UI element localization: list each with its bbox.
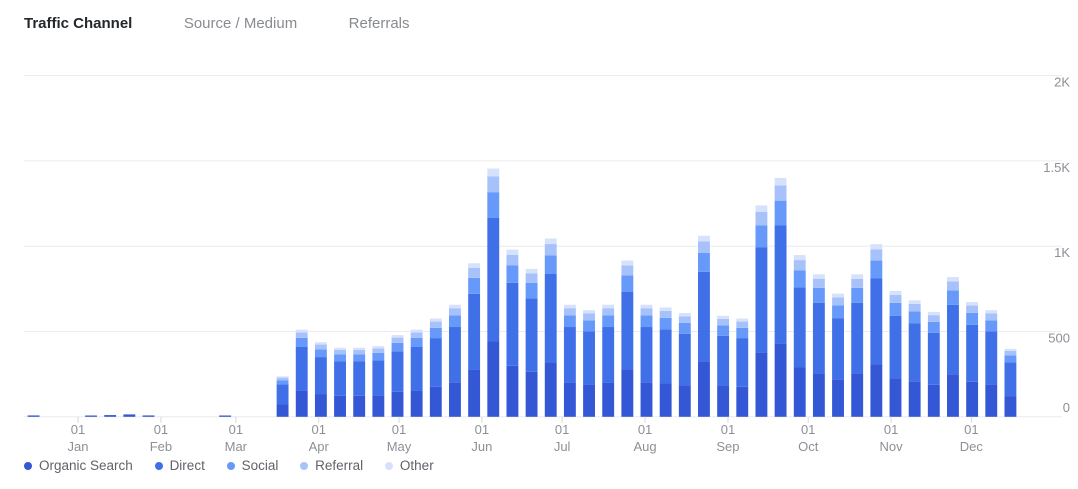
- svg-text:1K: 1K: [1054, 245, 1070, 260]
- svg-text:500: 500: [1048, 331, 1070, 346]
- svg-text:2K: 2K: [1054, 75, 1070, 90]
- svg-text:0: 0: [1063, 400, 1070, 415]
- svg-text:Dec: Dec: [960, 439, 984, 454]
- svg-text:Jan: Jan: [68, 439, 89, 454]
- svg-text:Feb: Feb: [150, 439, 172, 454]
- svg-text:Jul: Jul: [554, 439, 571, 454]
- svg-text:1.5K: 1.5K: [1043, 160, 1070, 175]
- svg-text:Oct: Oct: [798, 439, 819, 454]
- svg-text:01: 01: [154, 422, 168, 437]
- svg-text:01: 01: [964, 422, 978, 437]
- svg-text:Apr: Apr: [309, 439, 330, 454]
- svg-text:Mar: Mar: [225, 439, 248, 454]
- svg-text:01: 01: [71, 422, 85, 437]
- svg-text:Jun: Jun: [471, 439, 492, 454]
- svg-text:01: 01: [392, 422, 406, 437]
- svg-text:01: 01: [638, 422, 652, 437]
- svg-text:01: 01: [555, 422, 569, 437]
- svg-text:Aug: Aug: [633, 439, 656, 454]
- svg-text:Nov: Nov: [880, 439, 904, 454]
- svg-text:May: May: [387, 439, 412, 454]
- svg-text:Sep: Sep: [716, 439, 739, 454]
- svg-text:01: 01: [312, 422, 326, 437]
- svg-text:01: 01: [475, 422, 489, 437]
- svg-text:01: 01: [229, 422, 243, 437]
- svg-text:01: 01: [884, 422, 898, 437]
- svg-text:01: 01: [801, 422, 815, 437]
- svg-text:01: 01: [721, 422, 735, 437]
